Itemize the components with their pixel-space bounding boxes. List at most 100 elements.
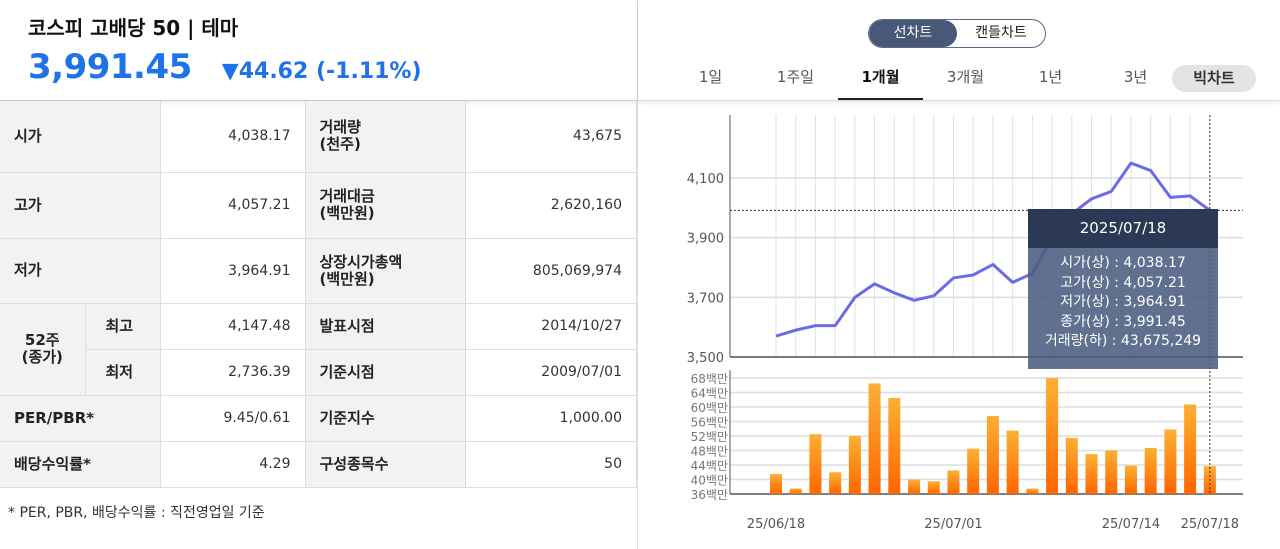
period-tab[interactable]: 3년 — [1123, 68, 1148, 86]
stat-value: 4,057.21 — [160, 172, 306, 239]
big-chart-button[interactable]: 빅차트 — [1172, 65, 1256, 92]
line-chart-button[interactable]: 선차트 — [869, 20, 957, 47]
stat-value: 4.29 — [160, 441, 306, 488]
volume-bar — [1046, 378, 1059, 494]
volume-bar — [789, 488, 802, 494]
period-tab[interactable]: 3개월 — [946, 68, 985, 86]
period-tabs: 1일 1주일 1개월 3개월 1년 3년 — [668, 64, 1178, 100]
label-low: 최저 — [85, 349, 161, 396]
table-row: 배당수익률* 4.29 구성종목수 50 — [0, 441, 637, 488]
stat-value: 4,038.17 — [160, 101, 306, 173]
x-axis-label: 25/07/14 — [1102, 517, 1160, 532]
period-tab[interactable]: 1일 — [698, 68, 723, 86]
stat-value: 50 — [465, 441, 637, 488]
volume-tick-label: 52백만 — [691, 430, 728, 444]
table-row: 52주 (종가) 최고 4,147.48 발표시점 2014/10/27 — [0, 303, 637, 396]
stat-value: 2009/07/01 — [465, 349, 637, 396]
stat-value: 43,675 — [465, 101, 637, 173]
index-header: 코스피 고배당 50 | 테마 3,991.45 ▼44.62 (-1.11%) — [0, 0, 637, 101]
volume-tick-label: 36백만 — [691, 488, 728, 502]
stat-label: 고가 — [0, 172, 161, 239]
index-title: 코스피 고배당 50 | 테마 — [28, 16, 239, 40]
volume-bar — [947, 470, 960, 494]
volume-bar — [1105, 450, 1118, 494]
volume-tick-label: 44백만 — [691, 459, 728, 473]
stat-label: 거래대금 (백만원) — [305, 172, 466, 239]
price-tick-label: 3,900 — [687, 232, 724, 247]
period-tab[interactable]: 1년 — [1038, 68, 1063, 86]
stat-value: 2,736.39 — [160, 349, 306, 396]
price-tick-label: 4,100 — [687, 172, 724, 187]
table-row: 최저 2,736.39 기준시점 2009/07/01 — [0, 349, 637, 396]
volume-bar — [986, 416, 999, 494]
volume-bar — [888, 397, 901, 494]
chart-panel: 선차트 캔들차트 1일 1주일 1개월 3개월 1년 3년 빅차트 3,500 3,700 3… — [638, 0, 1280, 549]
stat-label: 저가 — [0, 238, 161, 304]
stat-label: 발표시점 — [305, 303, 466, 350]
volume-bar — [967, 448, 980, 494]
stat-value: 4,147.48 — [160, 303, 306, 350]
volume-bar — [1164, 429, 1177, 494]
label-52week: 52주 (종가) — [0, 303, 86, 396]
price-tick-label: 3,500 — [687, 351, 724, 366]
tooltip-line: 거래량(하) : 43,675,249 — [1044, 333, 1202, 349]
stat-label: 기준시점 — [305, 349, 466, 396]
period-tab[interactable]: 1주일 — [776, 68, 815, 86]
volume-bar — [1085, 454, 1098, 494]
current-price: 3,991.45 — [28, 47, 192, 87]
volume-tick-label: 60백만 — [691, 401, 728, 415]
stat-label: 상장시가총액 (백만원) — [305, 238, 466, 304]
tooltip-date: 2025/07/18 — [1028, 209, 1218, 248]
stat-value: 1,000.00 — [465, 395, 637, 442]
volume-bar — [809, 434, 822, 494]
volume-bar — [927, 481, 940, 494]
volume-bar — [868, 383, 881, 494]
table-row: 고가 4,057.21 거래대금 (백만원) 2,620,160 — [0, 172, 637, 239]
volume-bar — [829, 472, 842, 494]
index-info-panel: 코스피 고배당 50 | 테마 3,991.45 ▼44.62 (-1.11%)… — [0, 0, 638, 549]
volume-bar — [1124, 465, 1137, 494]
volume-bar — [1144, 447, 1157, 494]
volume-tick-label: 64백만 — [691, 387, 728, 401]
stat-value: 805,069,974 — [465, 238, 637, 304]
stat-label: 배당수익률* — [0, 441, 161, 488]
volume-bar — [1184, 404, 1197, 494]
table-row: 저가 3,964.91 상장시가총액 (백만원) 805,069,974 — [0, 238, 637, 304]
stat-label: 시가 — [0, 101, 161, 173]
volume-tick-label: 56백만 — [691, 416, 728, 430]
price-change-percent: (-1.11%) — [315, 59, 422, 84]
volume-tick-label: 40백만 — [691, 474, 728, 488]
label-high: 최고 — [85, 303, 161, 350]
volume-bar — [1006, 430, 1019, 494]
volume-bar — [770, 474, 782, 494]
x-axis-label: 25/06/18 — [747, 517, 805, 532]
volume-bar — [848, 436, 861, 494]
stat-value: 9.45/0.61 — [160, 395, 306, 442]
volume-bar — [908, 479, 921, 494]
tooltip-line: 저가(상) : 3,964.91 — [1060, 294, 1186, 310]
volume-bar — [1026, 488, 1039, 494]
x-axis-label: 25/07/18 — [1181, 517, 1239, 532]
stat-value: 2014/10/27 — [465, 303, 637, 350]
chart-tooltip: 2025/07/18 시가(상) : 4,038.17 고가(상) : 4,057… — [1028, 209, 1218, 369]
volume-tick-label: 68백만 — [691, 372, 728, 386]
price-volume-chart[interactable]: 3,500 3,700 3,900 4,100 36백만40백만44백만48백만52백만… — [638, 0, 1280, 549]
tooltip-line: 종가(상) : 3,991.45 — [1060, 313, 1186, 330]
stat-label: 거래량 (천주) — [305, 101, 466, 173]
stat-value: 3,964.91 — [160, 238, 306, 304]
price-line — [775, 161, 1211, 338]
index-stats-table: 시가 4,038.17 거래량 (천주) 43,675 고가 4,057.21 거래대금 (백만… — [0, 101, 637, 488]
period-tab[interactable]: 1개월 — [838, 64, 923, 100]
stat-value: 2,620,160 — [465, 172, 637, 239]
x-axis-label: 25/07/01 — [924, 517, 982, 532]
price-change: ▼44.62 — [221, 59, 309, 84]
volume-bar — [1065, 437, 1078, 494]
tooltip-line: 고가(상) : 4,057.21 — [1060, 274, 1186, 291]
stat-label: PER/PBR* — [0, 395, 161, 442]
price-tick-label: 3,700 — [687, 291, 724, 306]
candle-chart-button[interactable]: 캔들차트 — [975, 25, 1027, 41]
table-row: 시가 4,038.17 거래량 (천주) 43,675 — [0, 101, 637, 173]
footnote: * PER, PBR, 배당수익률 : 직전영업일 기준 — [8, 505, 265, 521]
stat-label: 구성종목수 — [305, 441, 466, 488]
chart-type-toggle[interactable]: 선차트 캔들차트 — [868, 19, 1046, 48]
